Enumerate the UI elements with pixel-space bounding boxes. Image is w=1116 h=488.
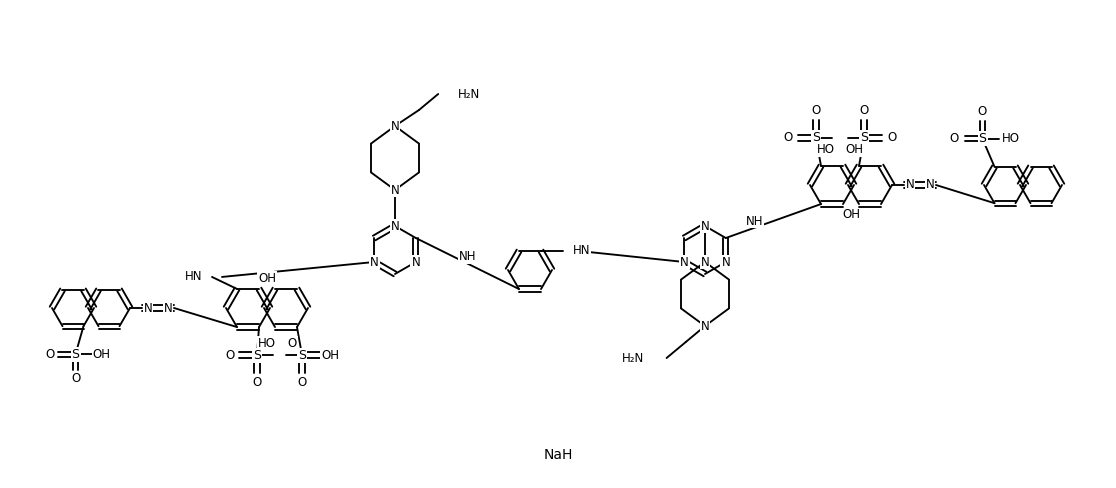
Text: N: N (701, 256, 710, 268)
Text: O: O (978, 105, 988, 118)
Text: S: S (253, 348, 261, 362)
Text: N: N (721, 256, 730, 268)
Text: O: O (297, 376, 307, 388)
Text: H₂N: H₂N (623, 351, 645, 365)
Text: OH: OH (258, 271, 276, 285)
Text: O: O (783, 131, 792, 144)
Text: S: S (298, 348, 306, 362)
Text: N: N (391, 183, 400, 197)
Text: S: S (71, 347, 79, 361)
Text: O: O (859, 104, 868, 118)
Text: NH: NH (459, 250, 477, 263)
Text: N: N (925, 179, 934, 191)
Text: O: O (887, 131, 896, 144)
Text: OH: OH (845, 143, 863, 157)
Text: NaH: NaH (543, 448, 573, 462)
Text: N: N (412, 256, 420, 268)
Text: OH: OH (321, 348, 339, 362)
Text: O: O (950, 132, 959, 145)
Text: N: N (391, 220, 400, 232)
Text: O: O (71, 372, 80, 385)
Text: N: N (701, 220, 710, 232)
Text: OH: OH (93, 347, 110, 361)
Text: N: N (391, 120, 400, 133)
Text: H₂N: H₂N (459, 87, 481, 101)
Text: HN: HN (573, 244, 590, 258)
Text: N: N (144, 302, 153, 314)
Text: O: O (45, 347, 54, 361)
Text: HO: HO (1001, 132, 1020, 145)
Text: HO: HO (258, 337, 276, 349)
Text: NH: NH (745, 215, 763, 227)
Text: N: N (905, 179, 914, 191)
Text: N: N (680, 256, 689, 268)
Text: O: O (288, 337, 297, 349)
Text: OH: OH (841, 208, 860, 222)
Text: O: O (811, 104, 820, 118)
Text: HN: HN (184, 270, 202, 284)
Text: N: N (369, 256, 378, 268)
Text: S: S (979, 132, 987, 145)
Text: N: N (701, 320, 710, 332)
Text: S: S (860, 131, 868, 144)
Text: HO: HO (817, 143, 835, 157)
Text: O: O (252, 376, 261, 388)
Text: N: N (164, 302, 172, 314)
Text: S: S (812, 131, 820, 144)
Text: O: O (225, 348, 234, 362)
